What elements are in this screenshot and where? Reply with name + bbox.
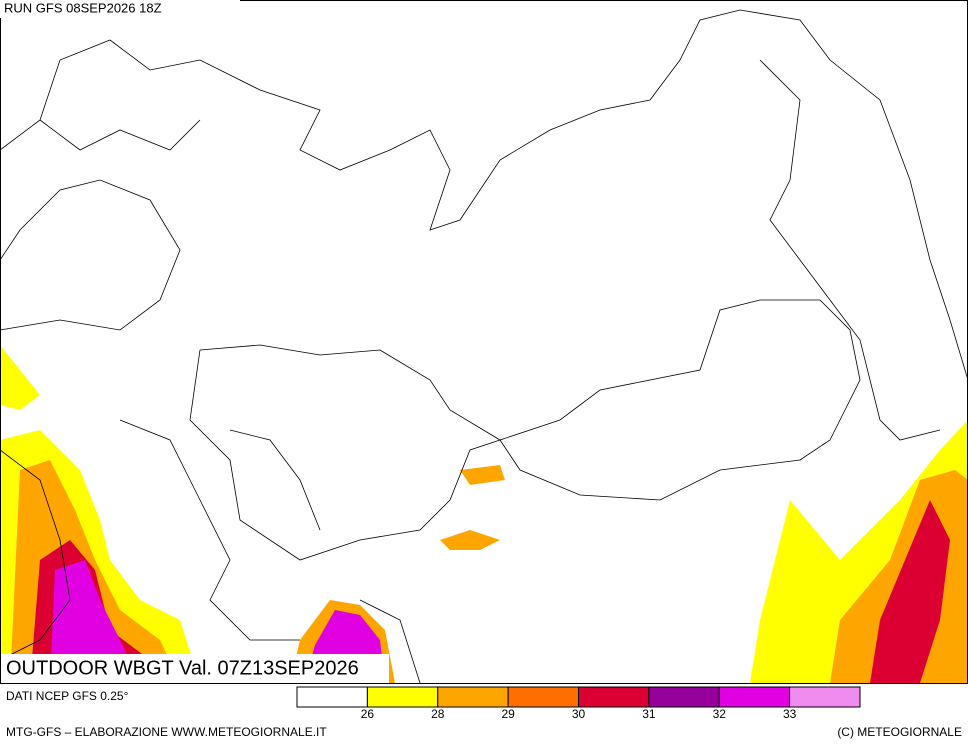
legend-swatch xyxy=(578,686,650,708)
footer-right: (C) METEOGIORNALE xyxy=(837,725,962,739)
legend-swatch xyxy=(789,686,861,708)
legend-swatch xyxy=(507,686,579,708)
legend-swatch xyxy=(366,686,439,708)
coastline xyxy=(0,9,968,381)
legend-tick-label: 32 xyxy=(713,707,727,721)
heat-area xyxy=(0,345,40,410)
title-box xyxy=(1,654,389,683)
map-title: OUTDOOR WBGT Val. 07Z13SEP2026 xyxy=(6,657,359,679)
legend-swatch xyxy=(437,686,509,708)
coastline xyxy=(759,59,941,441)
legend-tick-label: 29 xyxy=(501,707,515,721)
legend-swatch xyxy=(296,686,368,708)
coastline xyxy=(0,449,421,684)
source-label: DATI NCEP GFS 0.25° xyxy=(6,689,129,703)
legend-tick-label: 33 xyxy=(783,707,797,721)
footer-left: MTG-GFS – ELABORAZIONE WWW.METEOGIORNALE… xyxy=(6,725,327,739)
legend-swatch xyxy=(718,686,791,708)
legend-tick-label: 31 xyxy=(642,707,656,721)
legend-tick-label: 30 xyxy=(572,707,586,721)
heat-area xyxy=(440,465,505,550)
border xyxy=(119,419,321,641)
run-label: RUN GFS 08SEP2026 18Z xyxy=(4,0,162,15)
heat-area xyxy=(870,500,950,683)
border xyxy=(189,349,501,561)
heat-area xyxy=(50,560,140,683)
border xyxy=(199,299,861,501)
legend-tick-label: 28 xyxy=(431,707,445,721)
run-box xyxy=(0,0,240,18)
legend-tick-label: 26 xyxy=(361,707,375,721)
legend: 26 28 29 30 31 32 33 xyxy=(296,686,861,721)
border xyxy=(0,119,201,331)
legend-swatch xyxy=(648,686,720,708)
